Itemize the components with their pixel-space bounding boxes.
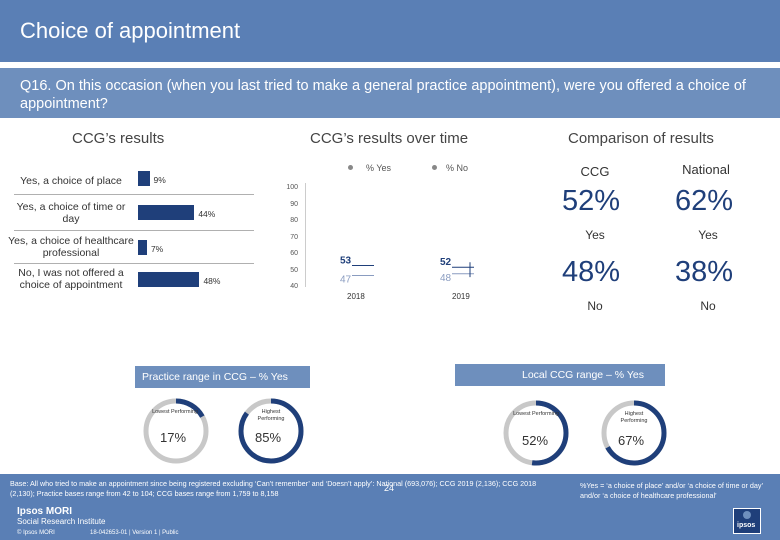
trend-y-tick-label: 40 bbox=[290, 283, 298, 290]
divider bbox=[14, 230, 254, 231]
legend-yes-label: % Yes bbox=[366, 163, 392, 173]
question-text: Q16. On this occasion (when you last tri… bbox=[20, 78, 746, 112]
footer bbox=[0, 474, 780, 540]
legend-no-marker bbox=[432, 165, 437, 170]
local-highest-label: Highest Performing bbox=[620, 411, 648, 424]
ipsos-mori-logo-text: Ipsos MORI bbox=[17, 506, 73, 517]
trend-chart-heading: CCG’s results over time bbox=[310, 130, 469, 147]
bar-choice-of-professional bbox=[138, 240, 147, 255]
trend-y-tick-label: 50 bbox=[290, 266, 298, 274]
donut-fill bbox=[601, 400, 667, 466]
comparison-ccg-yes-label: Yes bbox=[585, 228, 605, 242]
bar-label-choice-of-place: Yes, a choice of place bbox=[20, 175, 122, 187]
ccg-results-heading: CCG’s results bbox=[72, 130, 165, 147]
practice-highest-value: 85% bbox=[255, 430, 282, 445]
bar-value-not-offered: 48% bbox=[203, 276, 221, 286]
bar-value-choice-of-time: 44% bbox=[198, 209, 216, 219]
local-highest-value: 67% bbox=[618, 433, 645, 448]
trend-y-tick-label: 100 bbox=[286, 184, 298, 191]
footer-base-text: Base: All who tried to make an appointme… bbox=[10, 479, 537, 498]
bar-label-choice-of-professional: Yes, a choice of healthcare professional bbox=[8, 235, 134, 259]
bar-label-choice-of-time: Yes, a choice of time or day bbox=[16, 201, 126, 225]
local-lowest-donut bbox=[500, 397, 572, 469]
ipsos-brand-logo: ipsos bbox=[733, 508, 761, 534]
local-lowest-value: 52% bbox=[522, 433, 549, 448]
bar-value-choice-of-place: 9% bbox=[153, 175, 166, 185]
comparison-national-yes-label: Yes bbox=[698, 228, 718, 242]
comparison-ccg-no-label: No bbox=[587, 299, 603, 313]
comparison-ccg-label: CCG bbox=[580, 164, 610, 179]
page-title: Choice of appointment bbox=[20, 18, 241, 43]
copyright-text: © Ipsos MORI bbox=[17, 530, 55, 536]
donut-fill bbox=[143, 398, 209, 464]
bar-label-not-offered: No, I was not offered a choice of appoin… bbox=[18, 267, 124, 291]
donut-fill bbox=[503, 400, 569, 466]
trend-data-label-no: 47 bbox=[340, 274, 352, 285]
donut-fill bbox=[238, 398, 304, 464]
practice-lowest-value: 17% bbox=[160, 430, 187, 445]
question-bar: Q16. On this occasion (when you last tri… bbox=[0, 68, 780, 118]
comparison-ccg-no-value: 48% bbox=[562, 256, 621, 288]
practice-range-tab-label: Practice range in CCG – % Yes bbox=[142, 371, 288, 383]
bar-not-offered bbox=[138, 272, 200, 287]
trend-y-axis-line bbox=[305, 183, 306, 287]
comparison-national-yes-value: 62% bbox=[675, 185, 734, 217]
practice-highest-label: Highest Performing bbox=[257, 409, 285, 422]
local-highest-donut bbox=[598, 397, 670, 469]
trend-y-tick-label: 60 bbox=[290, 250, 298, 257]
trend-y-tick-label: 90 bbox=[290, 200, 298, 208]
trend-y-tick-label: 80 bbox=[290, 217, 298, 224]
bar-choice-of-time bbox=[138, 205, 195, 220]
practice-lowest-donut bbox=[140, 395, 212, 467]
bar-choice-of-place bbox=[138, 171, 150, 186]
practice-range-tab: Practice range in CCG – % Yes bbox=[135, 366, 310, 388]
trend-x-label-2018: 2018 bbox=[347, 292, 365, 301]
trend-data-label-no: 48 bbox=[440, 273, 452, 284]
legend-yes-marker bbox=[348, 165, 353, 170]
trend-data-label-yes: 52 bbox=[440, 257, 452, 268]
bar-value-choice-of-professional: 7% bbox=[150, 244, 164, 254]
divider bbox=[14, 263, 254, 264]
divider bbox=[14, 194, 254, 195]
practice-lowest-label: Lowest Performing bbox=[152, 409, 198, 415]
job-reference: 18-042653-01 | Version 1 | Public bbox=[90, 530, 179, 536]
page-number: 24 bbox=[384, 483, 395, 493]
comparison-national-no-value: 38% bbox=[675, 256, 734, 288]
comparison-ccg-yes-value: 52% bbox=[562, 185, 621, 217]
logo-dot-icon bbox=[743, 511, 751, 519]
brand-logo-text: ipsos bbox=[737, 522, 756, 529]
local-range-tab-label: Local CCG range – % Yes bbox=[522, 369, 644, 381]
trend-y-tick-label: 70 bbox=[290, 233, 298, 241]
footer-note-text: %Yes = ‘a choice of place’ and/or ‘a cho… bbox=[580, 481, 763, 500]
legend-no-label: % No bbox=[446, 163, 469, 173]
comparison-national-label: National bbox=[682, 162, 730, 177]
practice-highest-donut bbox=[235, 395, 307, 467]
local-lowest-label: Lowest Performing bbox=[513, 411, 559, 417]
trend-x-label-2019: 2019 bbox=[452, 292, 470, 301]
ccg-results-bar-chart: Yes, a choice of place 9% Yes, a choice … bbox=[0, 160, 260, 300]
trend-chart: 53 52 47 48 bbox=[340, 256, 474, 285]
trend-data-label-yes: 53 bbox=[340, 256, 352, 267]
title-bar: Choice of appointment bbox=[0, 0, 780, 62]
comparison-heading: Comparison of results bbox=[568, 130, 714, 147]
local-range-tab: Local CCG range – % Yes bbox=[455, 364, 665, 386]
sri-logo-text: Social Research Institute bbox=[17, 517, 106, 526]
comparison-national-no-label: No bbox=[700, 299, 716, 313]
trend-y-axis: 100 90 80 70 60 50 40 bbox=[278, 180, 302, 300]
